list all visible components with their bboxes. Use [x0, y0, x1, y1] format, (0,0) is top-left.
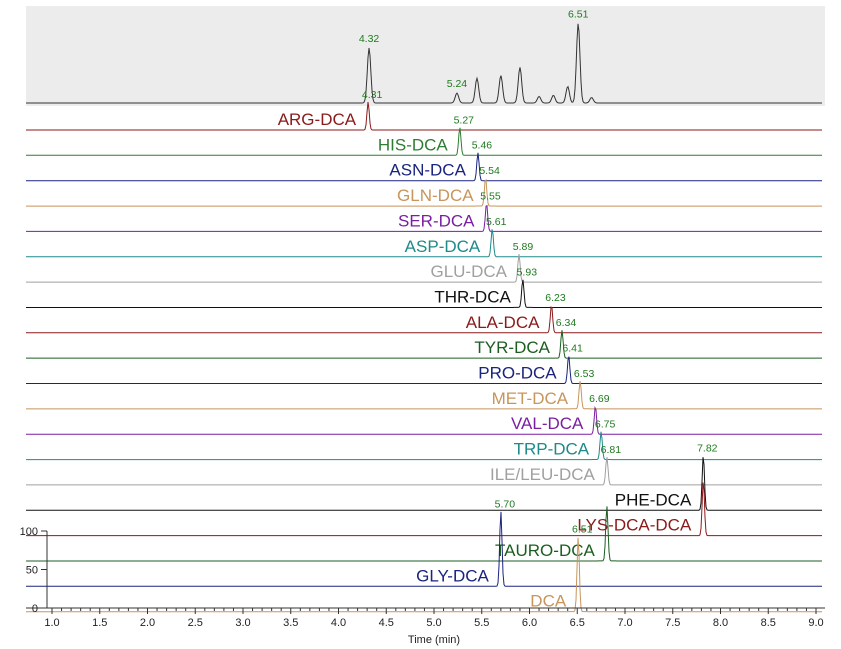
x-tick-label: 4.0: [331, 617, 346, 629]
peak-label: 5.93: [517, 266, 538, 278]
tic-peak-label: 6.51: [568, 8, 589, 20]
trace-line: [26, 506, 822, 562]
trace-line: [26, 330, 822, 359]
trace-line: [26, 178, 822, 207]
trace-line: [26, 279, 822, 308]
peak-label: 6.53: [574, 368, 595, 380]
x-tick-label: 6.5: [570, 617, 585, 629]
trace-line: [26, 431, 822, 461]
peak-label: 4.31: [362, 89, 383, 101]
trace-line: [26, 537, 822, 613]
x-tick-label: 2.0: [140, 617, 155, 629]
trace-label: PRO-DCA: [478, 364, 557, 383]
trace-label: ALA-DCA: [466, 313, 540, 332]
peak-label: 6.81: [601, 444, 622, 456]
trace-line: [26, 127, 822, 156]
peak-label: 5.55: [480, 190, 501, 202]
trace-label: ASN-DCA: [389, 161, 466, 180]
trace-line: [26, 152, 822, 182]
trace-line: [26, 356, 822, 384]
trace-line: [26, 254, 822, 283]
trace-label: ILE/LEU-DCA: [490, 465, 596, 484]
peak-label: 6.23: [545, 292, 566, 304]
trace-line: [26, 457, 822, 486]
peak-label: 5.54: [479, 165, 500, 177]
x-tick-label: 5.0: [426, 617, 441, 629]
trace-line: [26, 405, 822, 435]
peak-label: 5.27: [454, 114, 475, 126]
x-tick-label: 3.5: [283, 617, 298, 629]
peak-label: 6.34: [556, 317, 577, 329]
x-tick-label: 8.5: [761, 617, 776, 629]
trace-label: MET-DCA: [492, 389, 569, 408]
y-axis: 0 50 100: [20, 526, 48, 615]
x-axis-title: Time (min): [408, 634, 460, 646]
trace-layer: 4.32 5.24 6.51 4.31 ARG-DCA 5.27 HIS-DCA 5.46 AS…: [26, 8, 822, 613]
trace-label: VAL-DCA: [511, 414, 584, 433]
trace-label: HIS-DCA: [378, 135, 449, 154]
trace-label: GLN-DCA: [397, 186, 474, 205]
peak-label: 6.41: [562, 343, 583, 355]
tic-peak-label: 4.32: [359, 33, 380, 45]
trace-line: [26, 482, 822, 537]
peak-label: 5.46: [472, 140, 493, 152]
x-tick-label: 3.0: [235, 617, 250, 629]
x-tick-label: 1.5: [92, 617, 107, 629]
peak-label: 6.69: [589, 393, 610, 405]
tic-panel-background: [26, 6, 825, 106]
trace-label: DCA: [530, 592, 567, 611]
peak-label: 5.89: [513, 241, 534, 253]
trace-label: TYR-DCA: [474, 338, 550, 357]
peak-label: 6.51: [572, 524, 593, 536]
x-tick-label: 4.5: [379, 617, 394, 629]
trace-label: SER-DCA: [398, 211, 475, 230]
trace-line: [26, 102, 822, 131]
x-tick-label: 7.0: [617, 617, 632, 629]
trace-label: THR-DCA: [434, 287, 511, 306]
trace-label: LYS-DCA-DCA: [577, 516, 692, 535]
trace-label: PHE-DCA: [615, 490, 692, 509]
x-tick-label: 7.5: [665, 617, 680, 629]
trace-label: TRP-DCA: [514, 440, 590, 459]
trace-line: [26, 511, 822, 587]
peak-label: 7.82: [697, 442, 718, 454]
trace-label: TAURO-DCA: [495, 541, 595, 560]
trace-label: GLU-DCA: [430, 262, 507, 281]
trace-line: [26, 306, 822, 334]
x-tick-label: 9.0: [808, 617, 823, 629]
x-tick-label: 8.0: [713, 617, 728, 629]
trace-label: ARG-DCA: [278, 110, 357, 129]
trace-line: [26, 457, 822, 511]
peak-label: 6.75: [595, 419, 616, 431]
x-tick-label: 2.5: [188, 617, 203, 629]
x-tick-label: 5.5: [474, 617, 489, 629]
trace-line: [26, 229, 822, 258]
trace-line: [26, 204, 822, 232]
x-tick-label: 6.0: [522, 617, 537, 629]
peak-label: 5.61: [486, 216, 507, 228]
y-tick-label: 100: [20, 526, 38, 538]
trace-line: [26, 380, 822, 410]
y-tick-label: 0: [32, 603, 38, 615]
y-tick-label: 50: [26, 565, 38, 577]
tic-trace-line: [26, 23, 822, 104]
peak-label: 5.70: [495, 498, 516, 510]
x-tick-label: 1.0: [44, 617, 59, 629]
x-axis: 1.0 1.5 2.0 2.5 3.0 3.5 4.0 4.5 5.0 5.5 6.0 6.5 7.0 7…: [26, 607, 825, 629]
trace-label: ASP-DCA: [405, 237, 481, 256]
trace-label: GLY-DCA: [416, 566, 489, 585]
tic-peak-label: 5.24: [447, 78, 468, 90]
